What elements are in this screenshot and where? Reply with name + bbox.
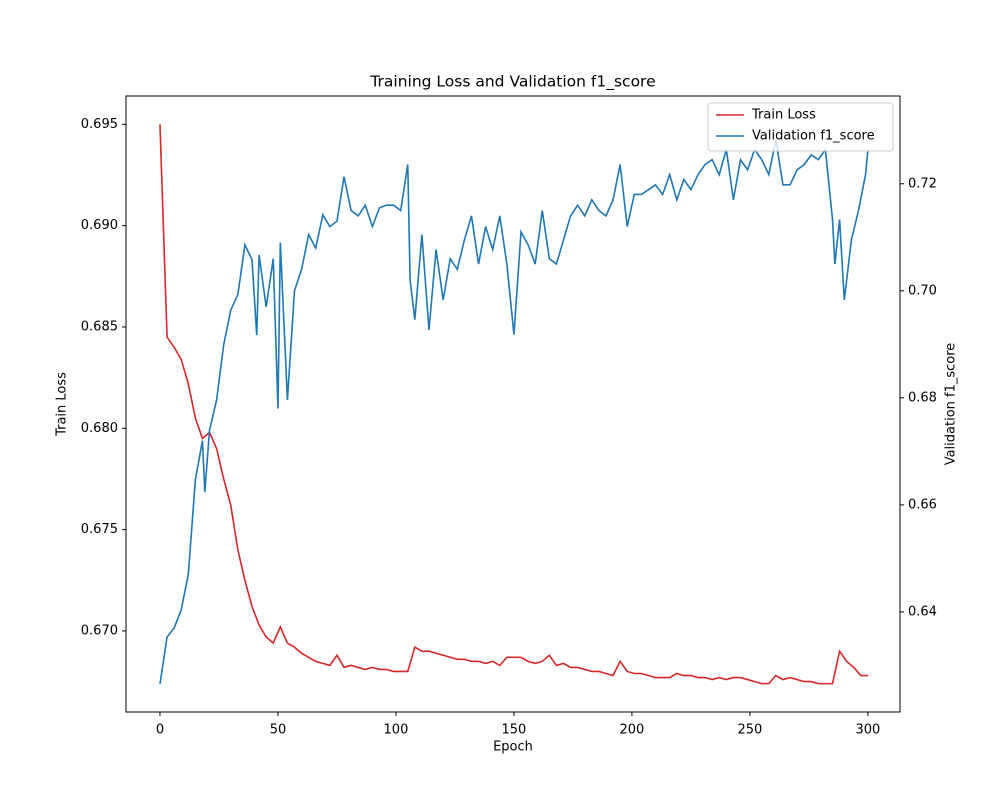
x-tick-label: 300 [855,723,880,738]
y2-tick-label: 0.64 [908,604,937,619]
y-tick-label: 0.695 [81,117,118,132]
y-tick-label: 0.685 [81,320,118,335]
y-tick-label: 0.690 [81,218,118,233]
y-tick-label: 0.670 [81,623,118,638]
x-axis-label: Epoch [493,740,533,755]
x-tick-label: 50 [270,723,287,738]
legend-label: Validation f1_score [752,129,875,144]
chart-title: Training Loss and Validation f1_score [369,73,655,92]
y2-tick-label: 0.66 [908,497,937,512]
legend-label: Train Loss [751,108,816,123]
y-axis-label: Train Loss [55,372,70,437]
x-tick-label: 0 [156,723,164,738]
y-tick-label: 0.680 [81,421,118,436]
line [159,139,869,685]
plot-frame [125,95,901,713]
line [159,124,868,685]
x-tick-label: 250 [738,723,763,738]
x-tick-label: 200 [620,723,645,738]
legend-box [707,102,894,152]
y2-axis-label: Validation f1_score [944,343,959,466]
y2-tick-label: 0.68 [908,390,937,405]
y-tick-label: 0.675 [81,522,118,537]
x-tick-label: 100 [384,723,409,738]
y2-tick-label: 0.72 [908,176,937,191]
y2-tick-label: 0.70 [908,283,937,298]
x-tick-label: 150 [502,723,527,738]
